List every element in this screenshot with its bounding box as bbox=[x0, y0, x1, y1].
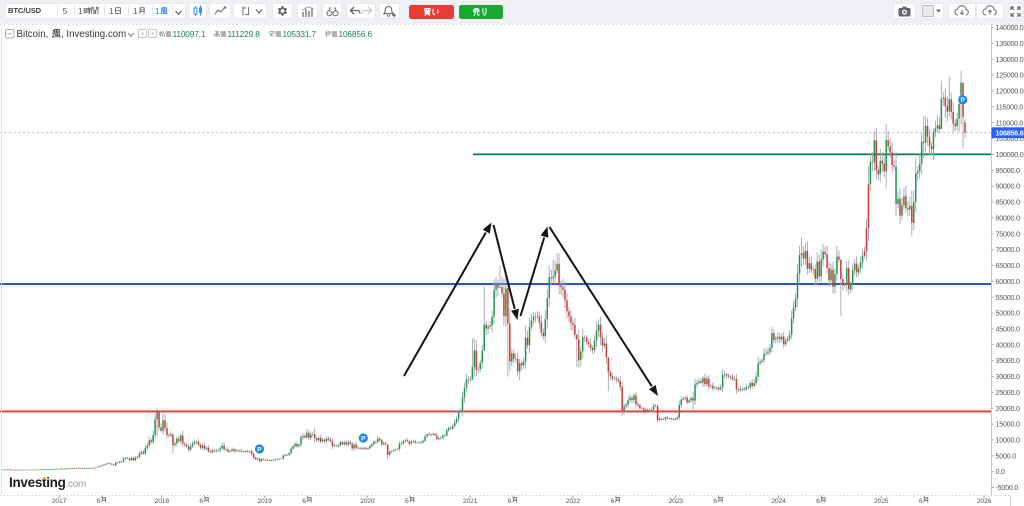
svg-text:6: 6 bbox=[611, 498, 615, 505]
svg-text:106856.6: 106856.6 bbox=[339, 29, 373, 39]
svg-text:50000.0: 50000.0 bbox=[996, 309, 1020, 318]
svg-text:6: 6 bbox=[713, 498, 717, 505]
svg-text:2017: 2017 bbox=[52, 498, 67, 505]
svg-text:P: P bbox=[257, 446, 262, 453]
svg-text:130000.0: 130000.0 bbox=[996, 55, 1024, 64]
svg-text:40000.0: 40000.0 bbox=[996, 340, 1020, 349]
svg-text:6: 6 bbox=[302, 498, 306, 505]
svg-text:6: 6 bbox=[919, 498, 923, 505]
svg-text:6: 6 bbox=[405, 498, 409, 505]
svg-text:70000.0: 70000.0 bbox=[996, 245, 1020, 254]
svg-text:100000.0: 100000.0 bbox=[996, 150, 1024, 159]
svg-text:106856.6: 106856.6 bbox=[996, 129, 1024, 138]
svg-text:105000.0: 105000.0 bbox=[996, 134, 1024, 143]
svg-text:105331.7: 105331.7 bbox=[283, 29, 317, 39]
svg-text:110097.1: 110097.1 bbox=[173, 29, 206, 39]
svg-text:115000.0: 115000.0 bbox=[996, 102, 1024, 111]
svg-text:, Investing.com: , Investing.com bbox=[61, 29, 126, 40]
svg-text:6: 6 bbox=[816, 498, 820, 505]
svg-text:2023: 2023 bbox=[669, 498, 684, 505]
svg-text:135000.0: 135000.0 bbox=[996, 39, 1024, 48]
svg-text:6: 6 bbox=[508, 498, 512, 505]
svg-text:6: 6 bbox=[97, 498, 101, 505]
svg-text:110000.0: 110000.0 bbox=[996, 118, 1024, 127]
svg-text:65000.0: 65000.0 bbox=[996, 261, 1020, 270]
svg-text:P: P bbox=[361, 435, 366, 442]
svg-text:15000.0: 15000.0 bbox=[996, 420, 1020, 429]
svg-text:20000.0: 20000.0 bbox=[996, 404, 1020, 413]
svg-text:6: 6 bbox=[199, 498, 203, 505]
svg-text:45000.0: 45000.0 bbox=[996, 325, 1020, 334]
svg-text:P: P bbox=[961, 97, 966, 104]
svg-text:30000.0: 30000.0 bbox=[996, 372, 1020, 381]
svg-text:2026: 2026 bbox=[977, 498, 992, 505]
svg-text:10000.0: 10000.0 bbox=[996, 436, 1020, 445]
svg-text:2022: 2022 bbox=[566, 498, 581, 505]
svg-text:Investing.com: Investing.com bbox=[9, 475, 86, 490]
svg-text:125000.0: 125000.0 bbox=[996, 71, 1024, 80]
svg-text:2020: 2020 bbox=[360, 498, 375, 505]
svg-text:75000.0: 75000.0 bbox=[996, 229, 1020, 238]
svg-text:2018: 2018 bbox=[155, 498, 170, 505]
svg-text:2025: 2025 bbox=[874, 498, 889, 505]
svg-text:Bitcoin,: Bitcoin, bbox=[17, 29, 49, 40]
svg-text:90000.0: 90000.0 bbox=[996, 182, 1020, 191]
svg-text:2019: 2019 bbox=[257, 498, 272, 505]
svg-text:85000.0: 85000.0 bbox=[996, 198, 1020, 207]
svg-text:5000.0: 5000.0 bbox=[996, 451, 1017, 460]
svg-text:140000.0: 140000.0 bbox=[996, 23, 1024, 32]
svg-text:-5000.0: -5000.0 bbox=[996, 483, 1019, 492]
svg-text:120000.0: 120000.0 bbox=[996, 87, 1024, 96]
svg-text:60000.0: 60000.0 bbox=[996, 277, 1020, 286]
svg-text:0.0: 0.0 bbox=[996, 467, 1005, 476]
svg-text:2024: 2024 bbox=[771, 498, 786, 505]
svg-text:25000.0: 25000.0 bbox=[996, 388, 1020, 397]
svg-text:35000.0: 35000.0 bbox=[996, 356, 1020, 365]
svg-text:95000.0: 95000.0 bbox=[996, 166, 1020, 175]
svg-text:2021: 2021 bbox=[463, 498, 478, 505]
svg-text:55000.0: 55000.0 bbox=[996, 293, 1020, 302]
svg-text:111229.8: 111229.8 bbox=[228, 29, 261, 39]
svg-text:80000.0: 80000.0 bbox=[996, 214, 1020, 223]
